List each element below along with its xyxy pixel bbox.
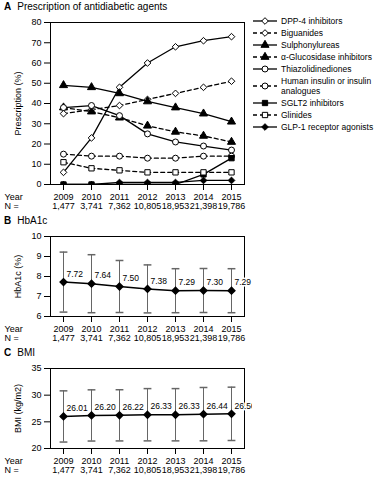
html-text:Thiazolidinediones: Thiazolidinediones xyxy=(281,64,352,74)
svg-text:20091,477: 20091,477 xyxy=(52,324,75,343)
html-text:BMI: BMI xyxy=(17,347,35,358)
svg-text:26.22: 26.22 xyxy=(123,402,145,412)
svg-text:201318,953: 201318,953 xyxy=(162,456,190,475)
svg-text:6: 6 xyxy=(36,311,41,321)
svg-text:BMI (kg/m2): BMI (kg/m2) xyxy=(13,384,23,433)
svg-text:20: 20 xyxy=(31,443,41,453)
svg-text:10: 10 xyxy=(31,231,41,241)
svg-text:70: 70 xyxy=(31,38,41,48)
html-text:A: A xyxy=(4,1,12,12)
svg-text:201210,805: 201210,805 xyxy=(134,324,162,343)
svg-text:YearN =: YearN = xyxy=(5,192,23,211)
svg-text:8: 8 xyxy=(36,271,41,281)
svg-text:201519,786: 201519,786 xyxy=(218,192,246,211)
svg-text:201210,805: 201210,805 xyxy=(134,192,162,211)
html-text:α-Glucosidase inhibitors: α-Glucosidase inhibitors xyxy=(281,52,372,62)
html-text:Biguanides: Biguanides xyxy=(281,28,324,38)
html-text:Glinides: Glinides xyxy=(281,110,312,120)
svg-text:7.29: 7.29 xyxy=(179,277,196,287)
html-text:C: C xyxy=(4,347,12,358)
svg-text:Prescription (%): Prescription (%) xyxy=(13,71,23,135)
svg-text:26.01: 26.01 xyxy=(67,403,89,413)
svg-text:20117,362: 20117,362 xyxy=(108,192,131,211)
svg-text:201210,805: 201210,805 xyxy=(134,456,162,475)
svg-text:20: 20 xyxy=(31,139,41,149)
html-text:Prescription of antidiabetic a: Prescription of antidiabetic agents xyxy=(17,1,168,12)
svg-text:20117,362: 20117,362 xyxy=(108,456,131,475)
svg-text:7.29: 7.29 xyxy=(235,277,252,287)
svg-text:201318,953: 201318,953 xyxy=(162,192,190,211)
svg-text:20091,477: 20091,477 xyxy=(52,456,75,475)
svg-text:35: 35 xyxy=(31,363,41,373)
svg-text:25: 25 xyxy=(31,417,41,427)
svg-text:20103,741: 20103,741 xyxy=(80,456,103,475)
svg-text:60: 60 xyxy=(31,58,41,68)
svg-text:0: 0 xyxy=(36,179,41,189)
svg-text:7.38: 7.38 xyxy=(151,276,168,286)
html-text:B: B xyxy=(4,215,12,226)
svg-text:201421,398: 201421,398 xyxy=(190,324,218,343)
svg-text:26.33: 26.33 xyxy=(151,401,173,411)
svg-text:26.33: 26.33 xyxy=(179,401,201,411)
svg-text:40: 40 xyxy=(31,98,41,108)
html-text:SGLT2 inhibitors: SGLT2 inhibitors xyxy=(281,98,344,108)
html-text:Sulphonylureas: Sulphonylureas xyxy=(281,40,340,50)
svg-text:10: 10 xyxy=(31,159,41,169)
svg-text:201318,953: 201318,953 xyxy=(162,324,190,343)
svg-text:30: 30 xyxy=(31,119,41,129)
svg-text:7.64: 7.64 xyxy=(95,270,112,280)
svg-text:20103,741: 20103,741 xyxy=(80,192,103,211)
svg-text:26.50: 26.50 xyxy=(235,401,253,411)
svg-text:7: 7 xyxy=(36,291,41,301)
svg-text:201519,786: 201519,786 xyxy=(218,456,246,475)
svg-text:20103,741: 20103,741 xyxy=(80,324,103,343)
svg-text:80: 80 xyxy=(31,17,41,27)
html-text:Human insulin or insulin analo: Human insulin or insulin analogues xyxy=(281,76,372,96)
svg-text:HbA1c (%): HbA1c (%) xyxy=(13,255,23,299)
html-text:GLP-1 receptor agonists: GLP-1 receptor agonists xyxy=(281,122,374,132)
svg-text:50: 50 xyxy=(31,78,41,88)
svg-text:7.50: 7.50 xyxy=(123,273,140,283)
svg-text:9: 9 xyxy=(36,251,41,261)
svg-text:YearN =: YearN = xyxy=(5,324,23,343)
svg-text:201519,786: 201519,786 xyxy=(218,324,246,343)
svg-text:26.44: 26.44 xyxy=(207,401,229,411)
svg-text:7.30: 7.30 xyxy=(207,277,224,287)
svg-text:201421,398: 201421,398 xyxy=(190,192,218,211)
svg-text:YearN =: YearN = xyxy=(5,456,23,475)
svg-text:20117,362: 20117,362 xyxy=(108,324,131,343)
svg-text:201421,398: 201421,398 xyxy=(190,456,218,475)
svg-text:26.20: 26.20 xyxy=(95,402,117,412)
svg-text:20091,477: 20091,477 xyxy=(52,192,75,211)
svg-text:7.72: 7.72 xyxy=(67,269,84,279)
html-text:DPP-4 inhibitors: DPP-4 inhibitors xyxy=(281,16,343,26)
html-text:HbA1c: HbA1c xyxy=(17,215,48,226)
svg-text:30: 30 xyxy=(31,390,41,400)
